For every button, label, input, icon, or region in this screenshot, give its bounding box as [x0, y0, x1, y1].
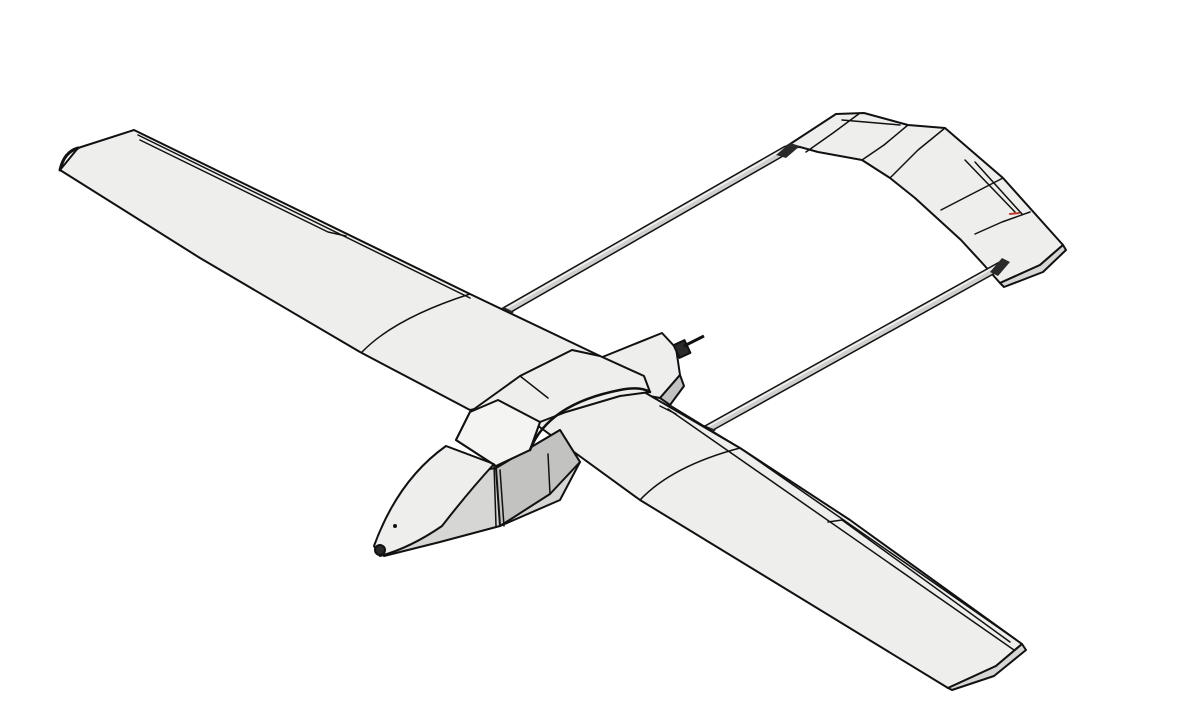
right-wing-trailing-edge-2 [667, 408, 1015, 651]
left-wing-panel-joint [361, 293, 471, 353]
right-boom-fill [697, 263, 1003, 436]
fuselage [373, 349, 652, 557]
tail-panel-line-2 [861, 124, 909, 161]
fuselage-panel-line-4 [519, 375, 549, 399]
tail-red-mark [1009, 212, 1020, 215]
fuselage-panel-line-1 [445, 445, 497, 527]
fuselage-sensor-dot [393, 524, 397, 528]
left-boom-highlight [501, 147, 787, 312]
fuselage-panel-line-2 [499, 469, 505, 527]
tail-elevator-hinge-left [841, 119, 901, 126]
wing-fairing-front-face [455, 399, 541, 467]
tail-trailing-edge-strip [999, 244, 1067, 288]
propeller-shaft [683, 334, 705, 348]
fuselage-panel-line-3 [547, 453, 551, 495]
fuselage-belly [495, 429, 581, 527]
left-boom-fill [497, 147, 789, 317]
tail-elevator-hinge-right-2 [974, 161, 1023, 215]
wing-fairing-lip [528, 387, 652, 452]
tail-panel-line-5 [974, 211, 1031, 235]
tail-panel-line-4 [940, 177, 1004, 211]
left-wing-trailing-edge [133, 129, 471, 295]
left-aileron-line [139, 139, 347, 237]
main-wing [58, 129, 1027, 691]
right-boom-rear-mount [990, 258, 1010, 276]
tail-assembly [783, 112, 1067, 288]
tail-panel-line-1 [805, 112, 861, 153]
left-boom-rear-mount [776, 143, 800, 158]
right-wingtip-underside [947, 643, 1027, 691]
rear-pod-side [659, 374, 685, 406]
right-boom-highlight [701, 263, 1001, 431]
tail-booms [488, 143, 1010, 440]
tail-panel-line-3 [889, 127, 946, 179]
fuselage-nose-tip [374, 544, 386, 556]
fuselage-nose [373, 445, 495, 557]
right-inner-flap-mark [659, 405, 677, 415]
right-aileron-line [827, 519, 1011, 643]
tail-elevator-hinge-right [964, 159, 1016, 213]
left-wing-trailing-edge-2 [137, 134, 471, 299]
left-wingtip-edge [58, 146, 80, 172]
tail-horizontal-stabilizer [783, 112, 1064, 284]
right-wing-panel-joint [639, 447, 741, 501]
